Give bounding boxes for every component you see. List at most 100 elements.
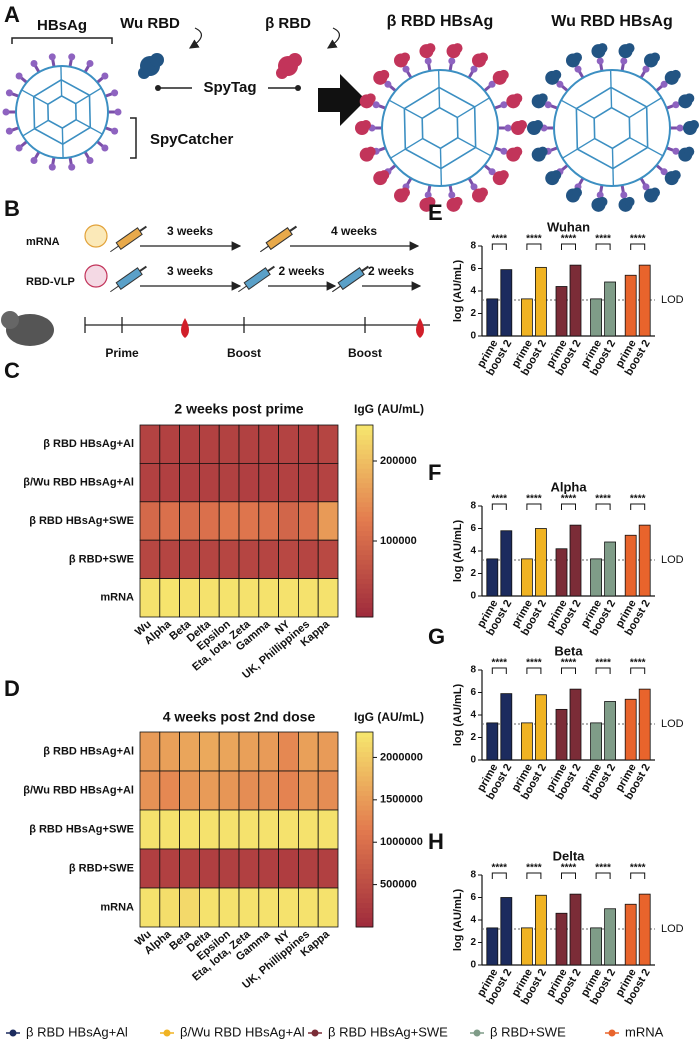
bar	[569, 264, 582, 337]
bar	[604, 281, 616, 337]
heat-cell	[179, 501, 200, 541]
colorbar-step	[356, 868, 373, 874]
heat-cell	[218, 848, 240, 889]
heat-cell	[278, 424, 299, 464]
colorbar-step	[356, 912, 373, 918]
y-tick-label: 0	[470, 591, 476, 602]
colorbar-step	[356, 429, 373, 436]
colorbar-step	[356, 922, 373, 928]
colorbar-step	[356, 751, 373, 757]
heat-cell	[258, 424, 279, 464]
legend-swatch	[311, 1029, 319, 1037]
interval-label: 2 weeks	[278, 264, 324, 278]
colorbar-step	[356, 785, 373, 791]
colorbar-step	[356, 458, 373, 464]
y-tick-label: 2	[470, 732, 476, 743]
y-tick-label: 4	[470, 286, 476, 297]
colorbar-step	[356, 917, 373, 923]
colorbar-step	[356, 853, 373, 860]
heat-cell	[258, 731, 279, 772]
heat-cell	[297, 501, 319, 541]
mesh	[21, 89, 49, 105]
y-axis-label: log (AU/mL)	[452, 260, 464, 323]
heat-cell	[238, 731, 260, 772]
rbd	[512, 146, 523, 157]
rbd	[624, 43, 635, 54]
heat-cell	[159, 539, 181, 580]
catcher	[5, 127, 13, 135]
heat-cell	[317, 539, 339, 580]
colorbar-step	[356, 569, 373, 575]
colorbar-step	[356, 771, 373, 777]
particles	[2, 43, 699, 212]
colorbar-step	[356, 824, 373, 830]
significance-bracket	[595, 872, 611, 879]
bar	[638, 264, 651, 337]
bar	[590, 722, 602, 761]
bar	[624, 698, 637, 761]
colorbar-step	[356, 766, 373, 772]
heat-cell	[317, 578, 339, 618]
heat-cell	[159, 501, 181, 541]
interval-label: 2 weeks	[368, 264, 414, 278]
shell	[381, 69, 499, 187]
colorbar-step	[356, 756, 373, 762]
rbd	[597, 196, 608, 207]
bar	[555, 286, 568, 337]
catcher	[372, 101, 380, 109]
catcher	[424, 191, 432, 199]
colorbar-tick-label: 100000	[380, 535, 417, 547]
heat-cell	[179, 887, 200, 928]
needle	[260, 245, 269, 253]
heat-cell	[198, 424, 220, 464]
colorbar-step	[356, 511, 373, 517]
rbd	[452, 196, 463, 207]
rbd	[684, 93, 695, 104]
lod-label: LOD	[661, 554, 684, 566]
heat-cell	[258, 809, 279, 850]
catcher	[620, 191, 628, 199]
y-tick-label: 8	[470, 665, 476, 676]
heat-cell	[218, 770, 240, 811]
mesh	[75, 119, 103, 135]
colorbar-step	[356, 805, 373, 811]
heat-cell	[198, 501, 220, 541]
heat-cell	[139, 424, 161, 464]
label: β RBD	[265, 15, 311, 32]
y-axis-label: log (AU/mL)	[452, 684, 464, 747]
colorbar-step	[356, 612, 373, 618]
bar	[555, 708, 568, 761]
heat-cell	[297, 462, 319, 503]
colorbar-step	[356, 425, 373, 431]
significance-label: ****	[561, 234, 577, 245]
y-tick-label: 4	[470, 546, 476, 557]
bar	[521, 722, 533, 761]
catcher	[101, 72, 109, 80]
heat-cell	[317, 731, 339, 772]
heat-cell	[278, 462, 299, 503]
bar	[555, 548, 568, 597]
significance-bracket	[526, 243, 542, 250]
bracket	[11, 37, 113, 44]
bar	[521, 927, 533, 966]
colorbar-step	[356, 468, 373, 474]
colorbar-tick-label: 1500000	[380, 794, 423, 806]
colorbar-step	[356, 578, 373, 584]
y-tick-label: 6	[470, 892, 476, 903]
plunger	[361, 265, 369, 272]
row-label: RBD-VLP	[26, 276, 75, 288]
rbd	[650, 187, 660, 198]
heat-cell	[139, 809, 161, 850]
catcher	[448, 57, 456, 65]
bar	[500, 530, 513, 597]
heat-cell	[278, 731, 299, 772]
heat-cell	[238, 887, 260, 928]
mesh	[611, 148, 615, 187]
bar	[486, 722, 499, 761]
panel-letter: C	[4, 358, 20, 383]
timeline: mRNA 3 weeks 4 weeks RBD-VLP 3 weeks 2 weeks 2…	[1, 224, 430, 360]
catcher	[2, 108, 10, 116]
panel-letter: B	[4, 196, 20, 221]
needle	[332, 285, 341, 293]
syringe-body	[115, 227, 143, 251]
